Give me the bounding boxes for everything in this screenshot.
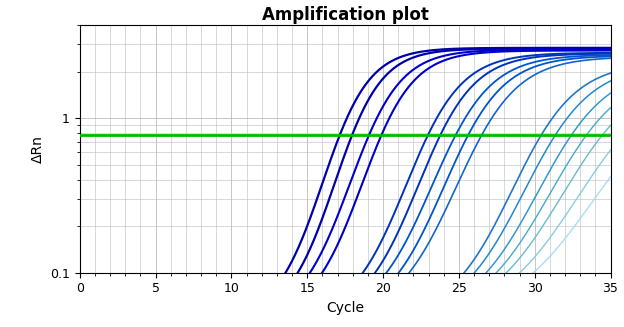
Y-axis label: ΔRn: ΔRn	[31, 135, 44, 163]
X-axis label: Cycle: Cycle	[326, 301, 364, 315]
Title: Amplification plot: Amplification plot	[261, 6, 429, 24]
